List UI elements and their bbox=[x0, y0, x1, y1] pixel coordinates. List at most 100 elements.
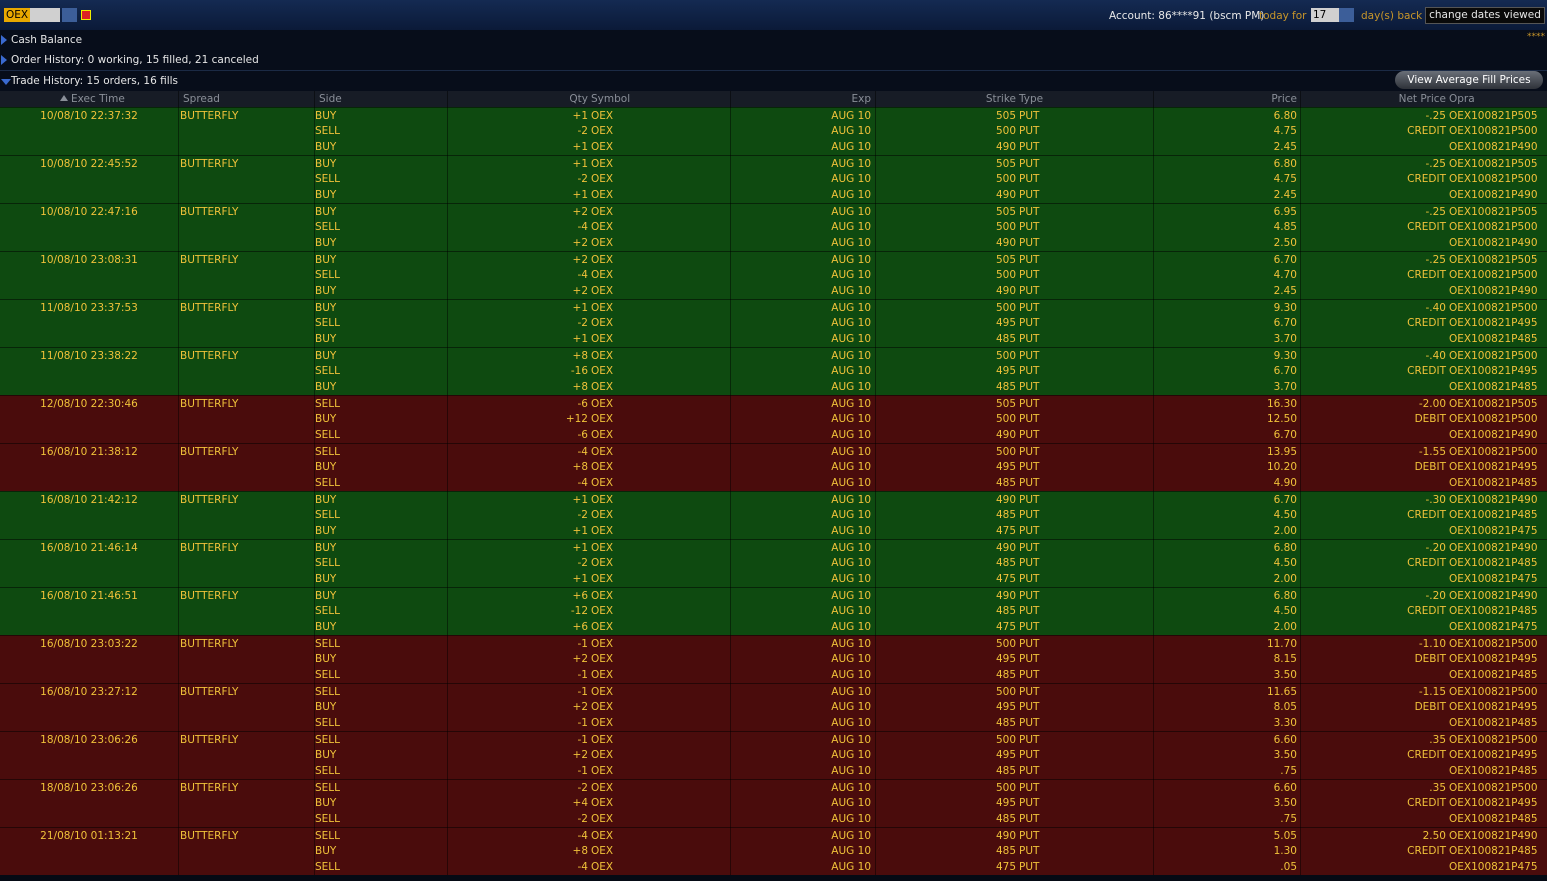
cell-sym: OEX bbox=[591, 333, 614, 345]
link-icon[interactable] bbox=[81, 10, 91, 20]
trade-row[interactable]: 10/08/10 22:37:32 BUTTERFLY BUY +1 OEX AUG 10… bbox=[0, 107, 1547, 123]
spread: BUTTERFLY bbox=[180, 350, 239, 362]
cell-sym: OEX bbox=[591, 221, 614, 233]
cell-side: BUY bbox=[315, 413, 337, 425]
trade-row[interactable]: 11/08/10 23:37:53 BUTTERFLY BUY +1 OEX AUG 10… bbox=[0, 299, 1547, 315]
cell-opra: OEX100821P500 bbox=[1449, 413, 1538, 425]
exec-time: 16/08/10 23:03:22 bbox=[40, 638, 138, 650]
cell-price: .75 bbox=[1280, 813, 1297, 825]
cell-net: CREDIT bbox=[1407, 845, 1446, 857]
column-header[interactable]: Net Price bbox=[1398, 93, 1446, 105]
trade-row[interactable]: SELL -4 OEX AUG 10 485 PUT 4.90 OEX100821P485 bbox=[0, 475, 1547, 491]
trade-row[interactable]: BUY +6 OEX AUG 10 475 PUT 2.00 OEX100821P475 bbox=[0, 619, 1547, 635]
trade-row[interactable]: SELL -1 OEX AUG 10 485 PUT 3.50 OEX100821P485 bbox=[0, 667, 1547, 683]
trade-row[interactable]: 10/08/10 22:45:52 BUTTERFLY BUY +1 OEX AUG 10… bbox=[0, 155, 1547, 171]
trade-row[interactable]: 11/08/10 23:38:22 BUTTERFLY BUY +8 OEX AUG 10… bbox=[0, 347, 1547, 363]
trade-row[interactable]: BUY +1 OEX AUG 10 485 PUT 3.70 OEX100821P485 bbox=[0, 331, 1547, 347]
trade-row[interactable]: SELL -12 OEX AUG 10 485 PUT 4.50 CREDIT OEX10082… bbox=[0, 603, 1547, 619]
column-header[interactable]: Exec Time bbox=[71, 93, 125, 105]
trade-row[interactable]: BUY +8 OEX AUG 10 485 PUT 3.70 OEX100821P485 bbox=[0, 379, 1547, 395]
cell-qty: +6 bbox=[572, 590, 588, 602]
trade-row[interactable]: SELL -2 OEX AUG 10 485 PUT .75 OEX100821P485 bbox=[0, 811, 1547, 827]
today-link[interactable]: today bbox=[1259, 10, 1289, 22]
trade-row[interactable]: SELL -2 OEX AUG 10 500 PUT 4.75 CREDIT OEX100821… bbox=[0, 123, 1547, 139]
cell-side: SELL bbox=[315, 734, 340, 746]
trade-row[interactable]: BUY +1 OEX AUG 10 475 PUT 2.00 OEX100821P475 bbox=[0, 523, 1547, 539]
trade-row[interactable]: SELL -2 OEX AUG 10 500 PUT 4.75 CREDIT OEX100821… bbox=[0, 171, 1547, 187]
cell-qty: -2 bbox=[577, 509, 588, 521]
trade-row[interactable]: BUY +8 OEX AUG 10 485 PUT 1.30 CREDIT OEX100821P… bbox=[0, 843, 1547, 859]
days-input[interactable]: 17 bbox=[1311, 8, 1354, 22]
cell-sym: OEX bbox=[591, 734, 614, 746]
spread: BUTTERFLY bbox=[180, 494, 239, 506]
trade-row[interactable]: SELL -6 OEX AUG 10 490 PUT 6.70 OEX100821P490 bbox=[0, 427, 1547, 443]
trade-row[interactable]: BUY +2 OEX AUG 10 495 PUT 8.15 DEBIT OEX100821P4… bbox=[0, 651, 1547, 667]
column-header[interactable]: Strike bbox=[985, 93, 1016, 105]
symbol-dropdown[interactable] bbox=[62, 8, 77, 22]
days-dropdown[interactable] bbox=[1339, 8, 1354, 22]
trade-row[interactable]: BUY +1 OEX AUG 10 475 PUT 2.00 OEX100821P475 bbox=[0, 571, 1547, 587]
trade-row[interactable]: SELL -4 OEX AUG 10 475 PUT .05 OEX100821P475 bbox=[0, 859, 1547, 875]
column-header[interactable]: Spread bbox=[183, 93, 220, 105]
trade-history-section[interactable]: Trade History: 15 orders, 16 fills View … bbox=[0, 71, 1547, 92]
trade-row[interactable]: 12/08/10 22:30:46 BUTTERFLY SELL -6 OEX AUG 1… bbox=[0, 395, 1547, 411]
avg-fill-button[interactable]: View Average Fill Prices bbox=[1395, 71, 1543, 89]
trade-row[interactable]: 16/08/10 21:38:12 BUTTERFLY SELL -4 OEX AUG 1… bbox=[0, 443, 1547, 459]
cell-type: PUT bbox=[1019, 237, 1040, 249]
trade-row[interactable]: SELL -4 OEX AUG 10 500 PUT 4.85 CREDIT OEX100821… bbox=[0, 219, 1547, 235]
cell-exp: AUG 10 bbox=[831, 813, 871, 825]
symbol-input[interactable]: OEX bbox=[4, 8, 60, 22]
order-history-section[interactable]: Order History: 0 working, 15 filled, 21 … bbox=[0, 50, 1547, 71]
trade-row[interactable]: BUY +12 OEX AUG 10 500 PUT 12.50 DEBIT OEX100821… bbox=[0, 411, 1547, 427]
spread: BUTTERFLY bbox=[180, 206, 239, 218]
cell-strike: 500 bbox=[995, 125, 1016, 137]
trade-row[interactable]: 16/08/10 23:27:12 BUTTERFLY SELL -1 OEX AUG 1… bbox=[0, 683, 1547, 699]
trade-row[interactable]: 21/08/10 01:13:21 BUTTERFLY SELL -4 OEX AUG 1… bbox=[0, 827, 1547, 843]
change-dates-button[interactable]: change dates viewed bbox=[1425, 7, 1545, 24]
trade-row[interactable]: BUY +2 OEX AUG 10 495 PUT 8.05 DEBIT OEX100821P4… bbox=[0, 699, 1547, 715]
trade-row[interactable]: SELL -2 OEX AUG 10 495 PUT 6.70 CREDIT OEX100821… bbox=[0, 315, 1547, 331]
cell-opra: OEX100821P485 bbox=[1449, 765, 1538, 777]
cell-strike: 490 bbox=[995, 237, 1016, 249]
trade-row[interactable]: 10/08/10 23:08:31 BUTTERFLY BUY +2 OEX AUG 10… bbox=[0, 251, 1547, 267]
trade-row[interactable]: BUY +2 OEX AUG 10 495 PUT 3.50 CREDIT OEX100821P… bbox=[0, 747, 1547, 763]
trade-row[interactable]: 16/08/10 21:42:12 BUTTERFLY BUY +1 OEX AUG 10… bbox=[0, 491, 1547, 507]
cell-side: SELL bbox=[315, 365, 340, 377]
cell-qty: +4 bbox=[572, 797, 588, 809]
cell-sym: OEX bbox=[591, 701, 614, 713]
column-header[interactable]: Type bbox=[1019, 93, 1044, 105]
cell-net: CREDIT bbox=[1407, 797, 1446, 809]
trade-row[interactable]: 16/08/10 23:03:22 BUTTERFLY SELL -1 OEX AUG 1… bbox=[0, 635, 1547, 651]
trade-row[interactable]: 10/08/10 22:47:16 BUTTERFLY BUY +2 OEX AUG 10… bbox=[0, 203, 1547, 219]
trade-row[interactable]: 18/08/10 23:06:26 BUTTERFLY SELL -1 OEX AUG 1… bbox=[0, 731, 1547, 747]
column-header[interactable]: Exp bbox=[851, 93, 871, 105]
trade-row[interactable]: SELL -2 OEX AUG 10 485 PUT 4.50 CREDIT OEX100821… bbox=[0, 555, 1547, 571]
trade-row[interactable]: SELL -1 OEX AUG 10 485 PUT 3.30 OEX100821P485 bbox=[0, 715, 1547, 731]
trade-row[interactable]: BUY +1 OEX AUG 10 490 PUT 2.45 OEX100821P490 bbox=[0, 187, 1547, 203]
trade-row[interactable]: SELL -2 OEX AUG 10 485 PUT 4.50 CREDIT OEX100821… bbox=[0, 507, 1547, 523]
column-header[interactable]: Qty bbox=[569, 93, 588, 105]
trade-row[interactable]: BUY +8 OEX AUG 10 495 PUT 10.20 DEBIT OEX100821P… bbox=[0, 459, 1547, 475]
cell-exp: AUG 10 bbox=[831, 686, 871, 698]
trade-row[interactable]: BUY +1 OEX AUG 10 490 PUT 2.45 OEX100821P490 bbox=[0, 139, 1547, 155]
account: Account: 86****91 (bscm PM) bbox=[1109, 10, 1265, 22]
trade-row[interactable]: SELL -16 OEX AUG 10 495 PUT 6.70 CREDIT OEX10082… bbox=[0, 363, 1547, 379]
column-header[interactable]: Opra bbox=[1449, 93, 1475, 105]
trade-row[interactable]: BUY +2 OEX AUG 10 490 PUT 2.50 OEX100821P490 bbox=[0, 235, 1547, 251]
column-header[interactable]: Side bbox=[319, 93, 342, 105]
trade-row[interactable]: 18/08/10 23:06:26 BUTTERFLY SELL -2 OEX AUG 1… bbox=[0, 779, 1547, 795]
cell-type: PUT bbox=[1019, 813, 1040, 825]
column-header[interactable]: Price bbox=[1271, 93, 1297, 105]
trade-row[interactable]: 16/08/10 21:46:14 BUTTERFLY BUY +1 OEX AUG 10… bbox=[0, 539, 1547, 555]
trade-row[interactable]: BUY +4 OEX AUG 10 495 PUT 3.50 CREDIT OEX100821P… bbox=[0, 795, 1547, 811]
trade-row[interactable]: BUY +2 OEX AUG 10 490 PUT 2.45 OEX100821P490 bbox=[0, 283, 1547, 299]
trade-row[interactable]: 16/08/10 21:46:51 BUTTERFLY BUY +6 OEX AUG 10… bbox=[0, 587, 1547, 603]
cell-sym: OEX bbox=[591, 141, 614, 153]
trade-row[interactable]: SELL -1 OEX AUG 10 485 PUT .75 OEX100821P485 bbox=[0, 763, 1547, 779]
cell-net: CREDIT bbox=[1407, 557, 1446, 569]
cash-balance-section[interactable]: Cash Balance **** bbox=[0, 30, 1547, 51]
column-header[interactable]: Symbol bbox=[591, 93, 631, 105]
trade-row[interactable]: SELL -4 OEX AUG 10 500 PUT 4.70 CREDIT OEX100821… bbox=[0, 267, 1547, 283]
cell-strike: 485 bbox=[995, 509, 1016, 521]
cell-price: 3.70 bbox=[1273, 333, 1297, 345]
